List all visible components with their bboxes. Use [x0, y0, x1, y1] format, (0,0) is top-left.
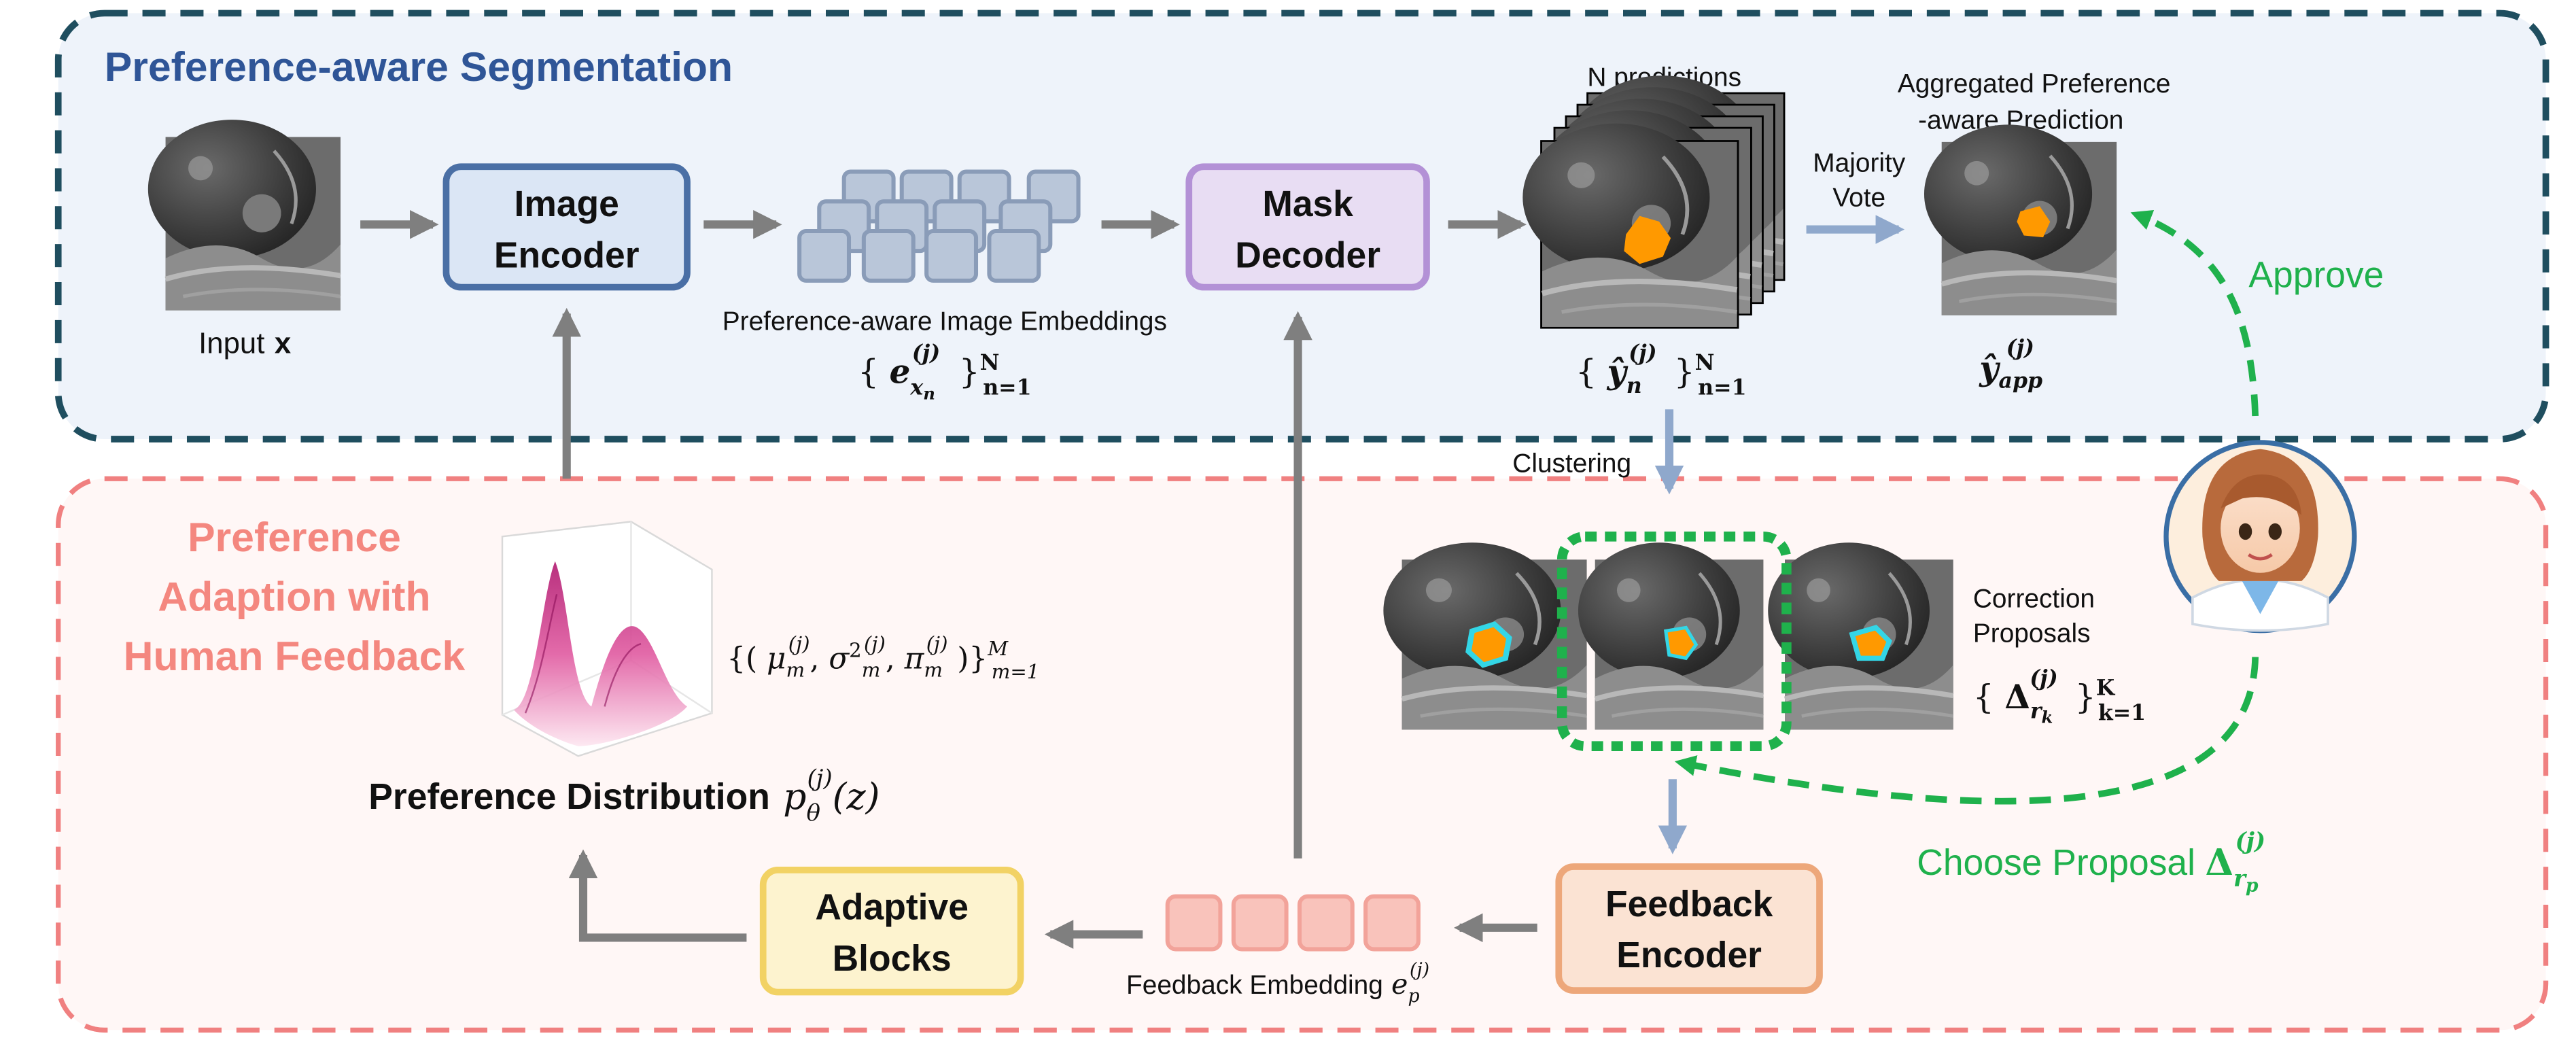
aggregated-label: Aggregated Preference -aware Prediction	[1898, 69, 2171, 135]
feedback-encoder-line-1: Feedback	[1605, 884, 1773, 924]
correction-proposals-label: Correction Proposals	[1973, 585, 2095, 648]
feedback-encoder-line-2: Encoder	[1616, 935, 1762, 975]
y-app-math: ŷapp(j)	[1979, 335, 2042, 394]
arrow-choose-proposal	[1674, 657, 2259, 805]
input-ct-image	[148, 120, 341, 311]
doctor-avatar-icon	[2163, 440, 2357, 634]
majority-vote-line-2: Vote	[1832, 184, 1885, 213]
predictions-stack	[1522, 75, 1785, 328]
clustering-label: Clustering	[1512, 449, 1631, 479]
adaption-title: Preference Adaption with Human Feedback	[124, 514, 466, 679]
choose-proposal-text: Choose Proposal	[1917, 843, 2195, 883]
aggregated-prediction-image	[1924, 124, 2117, 315]
correction-line-1: Correction	[1973, 585, 2095, 614]
mask-decoder-line-2: Decoder	[1235, 235, 1380, 275]
choose-proposal-label: Choose Proposal Δrp(j)	[1917, 827, 2265, 896]
chosen-proposal-highlight	[1556, 531, 1792, 751]
approve-label: Approve	[2248, 256, 2384, 296]
proposal-image-2	[1578, 542, 1763, 729]
mask-decoder-line-1: Mask	[1262, 184, 1353, 224]
adaptive-blocks-line-1: Adaptive	[815, 888, 969, 928]
prediction-mask	[1624, 215, 1671, 264]
segmentation-title: Preference-aware Segmentation	[105, 44, 733, 90]
adaption-title-line-2: Adaption with	[158, 574, 430, 620]
feedback-embedding-text: Feedback Embedding	[1126, 971, 1383, 1000]
input-label: Input x	[198, 327, 291, 360]
adaptive-blocks-block: Adaptive Blocks	[759, 866, 1024, 996]
majority-vote-line-1: Majority	[1813, 149, 1906, 178]
aggregated-line-1: Aggregated Preference	[1898, 69, 2171, 99]
image-encoder-line-2: Encoder	[494, 235, 640, 275]
feedback-embedding-stack	[1165, 894, 1421, 952]
adaptive-blocks-line-2: Blocks	[833, 939, 952, 979]
majority-vote-label: Majority Vote	[1813, 149, 1906, 213]
proposal-image-1	[1383, 542, 1586, 729]
adaption-title-line-1: Preference	[188, 514, 401, 560]
preference-distribution-text: Preference Distribution	[368, 777, 770, 817]
feedback-embedding-label: Feedback Embedding ep(j)	[1126, 959, 1429, 1007]
feedback-encoder-block: Feedback Encoder	[1555, 863, 1823, 994]
proposal-image-3	[1768, 542, 1953, 729]
image-embeddings-label: Preference-aware Image Embeddings	[723, 307, 1167, 336]
image-embeddings-stack	[797, 169, 1081, 283]
arrow-to-preference-distribution	[568, 849, 747, 942]
adaption-title-line-3: Human Feedback	[124, 633, 466, 679]
preference-distribution-label: Preference Distribution pθ(j)(z)	[368, 765, 880, 827]
arrow-approve	[2130, 210, 2259, 417]
image-encoder-block: Image Encoder	[442, 163, 691, 291]
input-var: x	[275, 327, 291, 360]
density-surface-plot	[501, 521, 713, 757]
mask-decoder-block: Mask Decoder	[1185, 163, 1430, 291]
correction-line-2: Proposals	[1973, 619, 2091, 648]
input-label-text: Input	[198, 327, 264, 360]
image-encoder-line-1: Image	[515, 184, 619, 224]
